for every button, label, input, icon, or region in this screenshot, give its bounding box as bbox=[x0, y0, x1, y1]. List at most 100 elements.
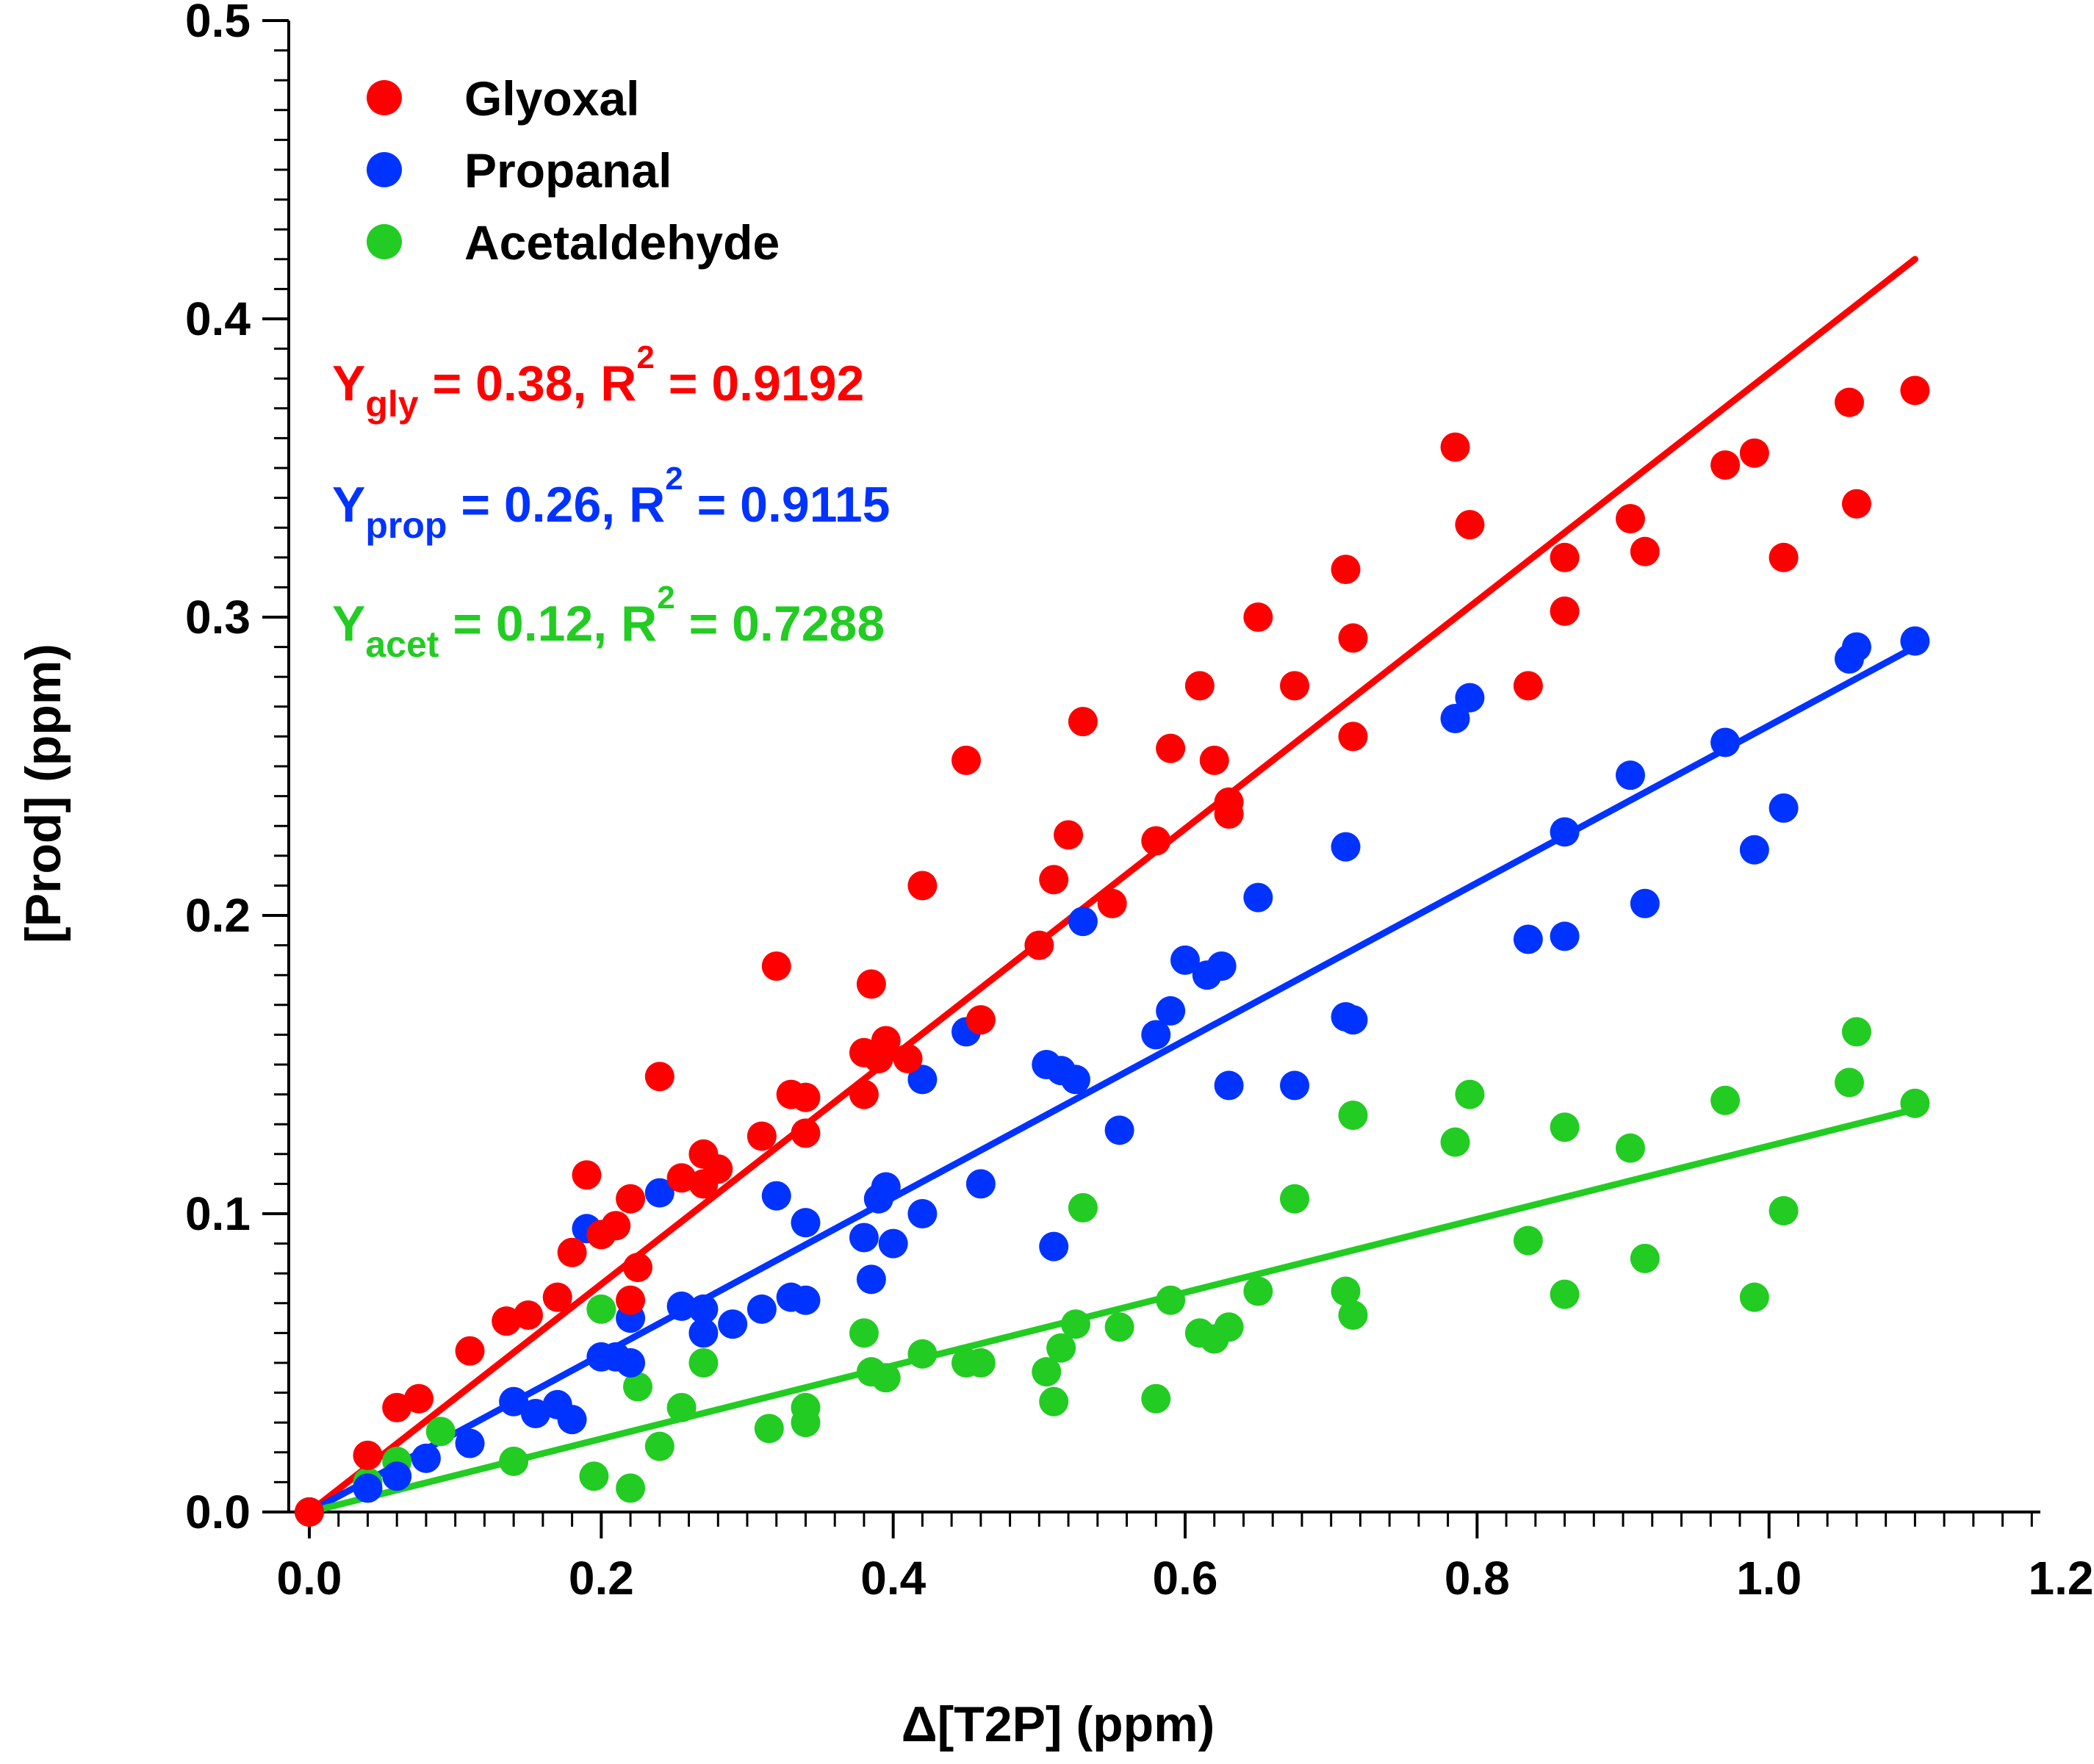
point-propanal bbox=[353, 1473, 383, 1503]
point-glyoxal bbox=[1141, 826, 1171, 856]
x-tick-label: 0.8 bbox=[1444, 1552, 1510, 1605]
point-propanal bbox=[746, 1294, 777, 1324]
point-acetaldehyde bbox=[965, 1348, 996, 1378]
point-acetaldehyde bbox=[1046, 1333, 1076, 1363]
point-glyoxal bbox=[1338, 623, 1368, 653]
point-propanal bbox=[1455, 683, 1485, 713]
point-glyoxal bbox=[572, 1160, 602, 1190]
point-glyoxal bbox=[1710, 450, 1741, 480]
point-propanal bbox=[616, 1348, 646, 1378]
point-acetaldehyde bbox=[1841, 1017, 1871, 1047]
x-tick-label: 0.0 bbox=[277, 1552, 342, 1605]
point-glyoxal bbox=[1156, 733, 1186, 763]
point-acetaldehyde bbox=[907, 1339, 938, 1369]
point-glyoxal bbox=[623, 1253, 653, 1283]
fit-line-glyoxal bbox=[306, 256, 1918, 1516]
point-acetaldehyde bbox=[1739, 1282, 1769, 1312]
point-glyoxal bbox=[1769, 542, 1799, 572]
fit-equation-acetaldehyde: Yacet = 0.12, R2 = 0.7288 bbox=[332, 580, 885, 665]
point-glyoxal bbox=[856, 969, 886, 999]
point-propanal bbox=[499, 1386, 529, 1416]
y-axis-title: [Prod] (ppm) bbox=[15, 644, 71, 943]
legend-marker-propanal bbox=[367, 152, 402, 187]
point-propanal bbox=[382, 1461, 412, 1491]
point-acetaldehyde bbox=[688, 1348, 719, 1378]
point-glyoxal bbox=[1024, 930, 1054, 960]
point-acetaldehyde bbox=[666, 1392, 697, 1422]
point-propanal bbox=[1513, 924, 1543, 954]
point-propanal bbox=[1170, 945, 1201, 975]
point-propanal bbox=[761, 1181, 791, 1211]
point-glyoxal bbox=[1550, 596, 1580, 626]
point-glyoxal bbox=[1900, 375, 1930, 406]
point-glyoxal bbox=[1739, 438, 1769, 468]
point-acetaldehyde bbox=[1280, 1184, 1310, 1214]
point-propanal bbox=[1739, 835, 1769, 865]
point-glyoxal bbox=[1440, 432, 1470, 462]
point-acetaldehyde bbox=[791, 1392, 821, 1422]
fit-equation-glyoxal: Ygly = 0.38, R2 = 0.9192 bbox=[332, 339, 864, 425]
point-glyoxal bbox=[791, 1118, 821, 1148]
fit-lines bbox=[306, 256, 1918, 1516]
point-acetaldehyde bbox=[616, 1473, 646, 1503]
x-axis: 0.0 0.2 0.4 0.6 0.8 1.0 1.2 bbox=[277, 1512, 2094, 1605]
point-glyoxal bbox=[1184, 671, 1215, 701]
point-propanal bbox=[1061, 1065, 1091, 1095]
point-acetaldehyde bbox=[1550, 1112, 1580, 1142]
point-acetaldehyde bbox=[1214, 1312, 1244, 1342]
point-glyoxal bbox=[542, 1282, 572, 1312]
point-propanal bbox=[1615, 760, 1645, 791]
point-glyoxal bbox=[1615, 504, 1645, 534]
y-tick-label: 0.1 bbox=[185, 1187, 251, 1240]
point-propanal bbox=[1243, 882, 1273, 912]
fit-line-propanal bbox=[306, 644, 1918, 1516]
point-acetaldehyde bbox=[623, 1372, 653, 1402]
point-propanal bbox=[688, 1294, 719, 1324]
point-glyoxal bbox=[404, 1383, 434, 1414]
point-acetaldehyde bbox=[849, 1318, 879, 1348]
point-propanal bbox=[1841, 632, 1871, 662]
point-glyoxal bbox=[1550, 542, 1580, 572]
point-propanal bbox=[688, 1318, 719, 1348]
point-glyoxal bbox=[746, 1121, 777, 1151]
point-acetaldehyde bbox=[1769, 1195, 1799, 1225]
point-propanal bbox=[666, 1291, 697, 1321]
point-propanal bbox=[1338, 1005, 1368, 1035]
point-glyoxal bbox=[1054, 820, 1084, 850]
point-glyoxal bbox=[1214, 799, 1244, 829]
point-propanal bbox=[557, 1405, 587, 1435]
point-propanal bbox=[907, 1199, 938, 1228]
point-propanal bbox=[1550, 921, 1580, 951]
legend: Glyoxal Propanal Acetaldehyde bbox=[367, 71, 780, 270]
point-propanal bbox=[965, 1169, 996, 1199]
point-propanal bbox=[1156, 996, 1186, 1026]
point-acetaldehyde bbox=[1039, 1386, 1069, 1416]
point-propanal bbox=[1710, 727, 1741, 757]
point-acetaldehyde bbox=[871, 1363, 901, 1393]
point-glyoxal bbox=[1199, 745, 1229, 775]
point-acetaldehyde bbox=[425, 1416, 456, 1447]
data-points bbox=[295, 375, 1930, 1527]
legend-label-acetaldehyde: Acetaldehyde bbox=[464, 215, 780, 270]
x-tick-label: 0.4 bbox=[860, 1552, 926, 1605]
point-glyoxal bbox=[1630, 536, 1660, 566]
point-acetaldehyde bbox=[1550, 1279, 1580, 1309]
point-propanal bbox=[718, 1309, 748, 1339]
y-axis: 0.0 0.1 0.2 0.3 0.4 0.5 bbox=[185, 0, 289, 1538]
point-glyoxal bbox=[951, 745, 982, 775]
point-glyoxal bbox=[1280, 671, 1310, 701]
y-tick-label: 0.0 bbox=[185, 1486, 251, 1538]
x-axis-title: Δ[T2P] (ppm) bbox=[902, 1696, 1215, 1752]
point-acetaldehyde bbox=[644, 1431, 674, 1461]
point-acetaldehyde bbox=[1834, 1068, 1864, 1098]
point-acetaldehyde bbox=[1440, 1127, 1470, 1157]
point-propanal bbox=[1630, 888, 1660, 918]
point-propanal bbox=[1331, 832, 1361, 862]
point-glyoxal bbox=[295, 1497, 324, 1527]
point-glyoxal bbox=[514, 1300, 544, 1331]
point-acetaldehyde bbox=[1243, 1276, 1273, 1306]
point-glyoxal bbox=[893, 1043, 923, 1073]
fit-line-acetaldehyde bbox=[306, 1106, 1918, 1516]
point-acetaldehyde bbox=[1061, 1309, 1091, 1339]
